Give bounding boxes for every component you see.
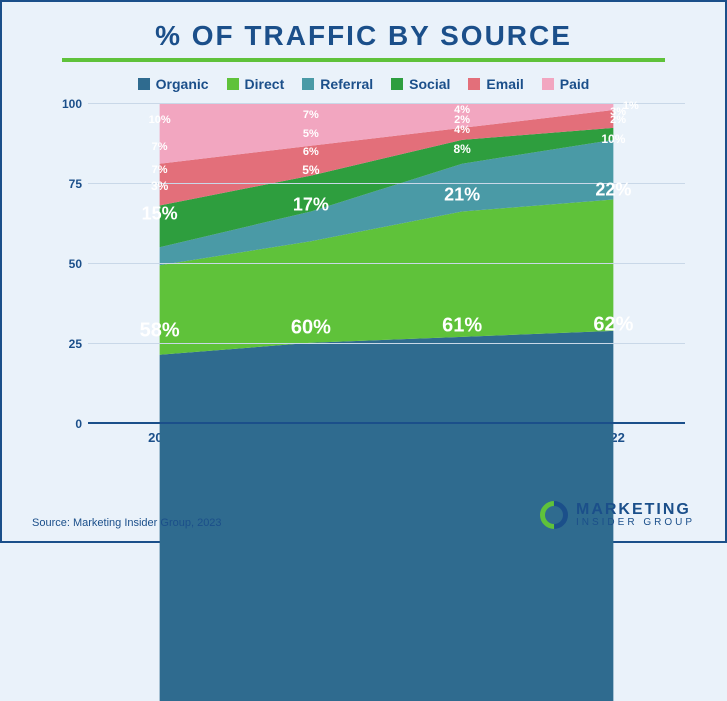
source-text: Source: Marketing Insider Group, 2023 [32,517,222,529]
value-label: 58% [140,320,180,343]
value-label: 7% [152,141,168,153]
legend-swatch [391,78,403,90]
y-axis: 0255075100 [52,104,82,424]
y-tick-label: 100 [52,97,82,111]
legend-swatch [542,78,554,90]
value-label: 3% [151,179,168,193]
x-axis-line [88,422,685,424]
value-label: 10% [149,114,171,126]
legend-swatch [227,78,239,90]
legend-swatch [138,78,150,90]
legend-label: Paid [560,76,590,92]
value-label: 22% [595,180,631,201]
legend-item: Direct [227,76,285,92]
legend-label: Organic [156,76,209,92]
value-label: 6% [303,146,319,158]
legend-label: Referral [320,76,373,92]
legend-swatch [302,78,314,90]
value-label: 15% [142,204,178,225]
value-label: 4% [454,104,470,116]
legend-item: Referral [302,76,373,92]
chart-frame: % OF TRAFFIC BY SOURCE Organic Direct Refe… [0,0,727,543]
brand-bottom: INSIDER GROUP [576,518,695,528]
chart-title: % OF TRAFFIC BY SOURCE [32,20,695,52]
brand-top: MARKETING [576,502,695,518]
value-label: 17% [293,194,329,215]
legend-item: Organic [138,76,209,92]
legend-item: Paid [542,76,590,92]
value-label: 60% [291,317,331,340]
value-label: 5% [303,128,319,140]
y-tick-label: 75 [52,177,82,191]
y-tick-label: 0 [52,417,82,431]
legend-label: Direct [245,76,285,92]
title-underline [62,58,665,62]
value-label: 21% [444,185,480,206]
brand-circle-icon [534,495,574,535]
value-label: 62% [593,313,633,336]
chart-area: 0255075100 58%60%61%62%15%17%21%22%3%5%8… [88,104,685,424]
y-tick-label: 50 [52,257,82,271]
legend-item: Email [468,76,523,92]
value-label: 1% [623,100,639,112]
gridline [88,103,685,104]
value-label: 7% [303,109,319,121]
value-label: 7% [152,164,168,176]
value-label: 61% [442,315,482,338]
y-tick-label: 25 [52,337,82,351]
legend-swatch [468,78,480,90]
gridline [88,343,685,344]
legend-item: Social [391,76,450,92]
gridline [88,263,685,264]
legend: Organic Direct Referral Social Email Paid [32,76,695,92]
plot: 58%60%61%62%15%17%21%22%3%5%8%10%7%6%4%2… [88,104,685,424]
value-label: 8% [453,142,470,156]
value-label: 5% [302,163,319,177]
legend-label: Email [486,76,523,92]
brand-logo: MARKETING INSIDER GROUP [540,501,695,529]
brand-text: MARKETING INSIDER GROUP [576,502,695,528]
value-label: 10% [601,132,625,146]
legend-label: Social [409,76,450,92]
footer: Source: Marketing Insider Group, 2023 MA… [32,501,695,529]
